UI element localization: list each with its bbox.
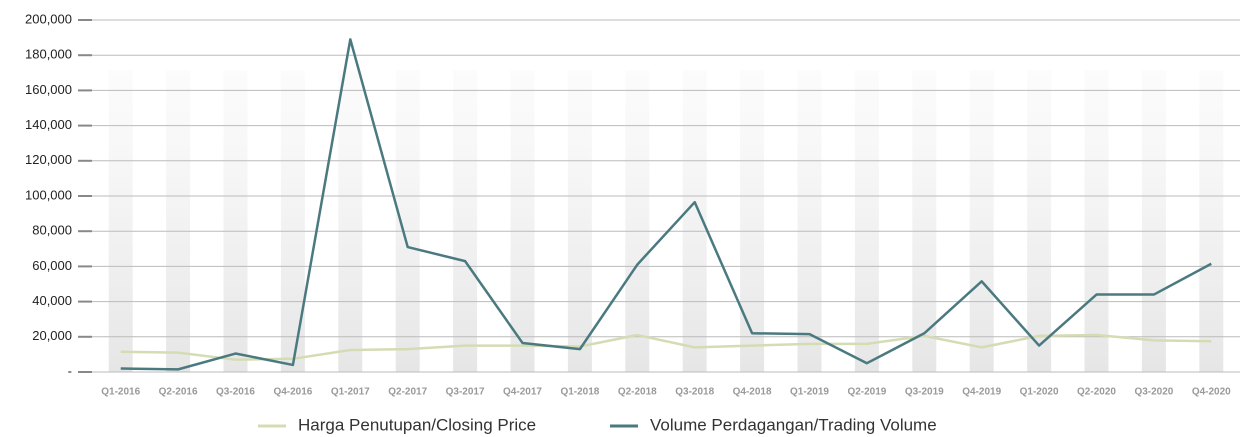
x-tick-label: Q1-2018 — [560, 387, 599, 398]
category-band — [854, 70, 879, 372]
y-tick-label: 160,000 — [25, 82, 72, 97]
x-tick-label: Q4-2018 — [733, 387, 772, 398]
x-tick-label: Q1-2016 — [101, 387, 140, 398]
y-tick-label: 120,000 — [25, 152, 72, 167]
x-tick-label: Q2-2018 — [618, 387, 657, 398]
category-band — [453, 70, 478, 372]
x-tick-label: Q3-2016 — [216, 387, 255, 398]
x-tick-label: Q2-2019 — [847, 387, 886, 398]
x-tick-label: Q4-2017 — [503, 387, 542, 398]
x-tick-label: Q4-2016 — [273, 387, 312, 398]
x-tick-label: Q1-2020 — [1020, 387, 1059, 398]
y-tick-label: 200,000 — [25, 11, 72, 26]
x-tick-label: Q4-2019 — [962, 387, 1001, 398]
category-band — [797, 70, 822, 372]
y-tick-label: 100,000 — [25, 187, 72, 202]
y-tick-label: 40,000 — [32, 293, 72, 308]
legend-label: Volume Perdagangan/Trading Volume — [650, 415, 937, 434]
category-band — [510, 70, 535, 372]
x-tick-label: Q1-2017 — [331, 387, 370, 398]
x-tick-label: Q2-2020 — [1077, 387, 1116, 398]
category-band — [108, 70, 133, 372]
x-tick-label: Q2-2016 — [159, 387, 198, 398]
y-tick-label: - — [68, 363, 72, 378]
series-line — [120, 38, 1212, 371]
x-tick-label: Q4-2020 — [1192, 387, 1231, 398]
y-tick-label: 60,000 — [32, 258, 72, 273]
x-tick-label: Q3-2020 — [1134, 387, 1173, 398]
legend-label: Harga Penutupan/Closing Price — [298, 415, 536, 434]
category-band — [912, 70, 937, 372]
category-band — [969, 70, 994, 372]
category-band — [625, 70, 650, 372]
x-tick-label: Q3-2018 — [675, 387, 714, 398]
category-band — [280, 70, 305, 372]
category-band — [338, 70, 363, 372]
y-tick-label: 20,000 — [32, 328, 72, 343]
category-band — [740, 70, 765, 372]
y-tick-label: 140,000 — [25, 117, 72, 132]
x-tick-label: Q3-2017 — [446, 387, 485, 398]
category-band — [1027, 70, 1052, 372]
series-line — [120, 333, 1212, 361]
category-band — [166, 70, 191, 372]
y-tick-label: 180,000 — [25, 47, 72, 62]
category-band — [1141, 70, 1166, 372]
x-tick-label: Q3-2019 — [905, 387, 944, 398]
category-band — [223, 70, 248, 372]
category-band — [1199, 70, 1224, 372]
category-band — [1084, 70, 1109, 372]
x-tick-label: Q2-2017 — [388, 387, 427, 398]
y-tick-label: 80,000 — [32, 223, 72, 238]
x-tick-label: Q1-2019 — [790, 387, 829, 398]
category-band — [567, 70, 592, 372]
